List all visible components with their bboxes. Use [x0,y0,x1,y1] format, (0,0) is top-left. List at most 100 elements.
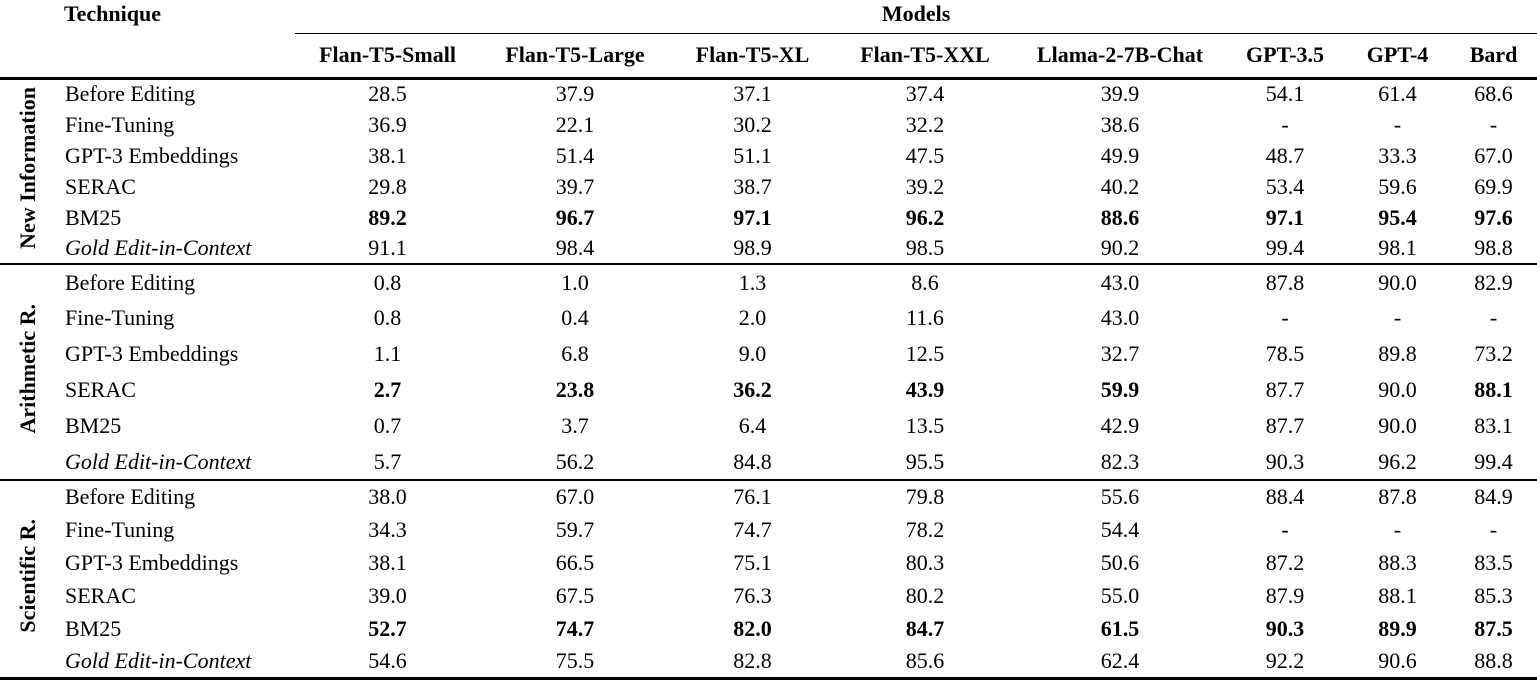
row-group-label: New Information [14,87,40,250]
value-cell: 38.7 [733,173,772,199]
value-cell: 6.4 [738,413,767,438]
table-row: SERAC 39.0 67.5 76.3 80.2 55.0 87.9 88.1 85.3 [0,579,1537,612]
value-cell: 36.2 [733,377,772,402]
value-cell: 12.5 [905,341,945,366]
table-row: Gold Edit-in-Context 54.6 75.5 82.8 85.6 62.4… [0,645,1537,678]
value-cell: 2.7 [373,377,402,402]
value-cell: 90.6 [1378,647,1417,673]
technique-cell: BM25 [65,615,122,641]
row-group: New Information Before Editing 28.5 37.9 37.… [0,78,1537,264]
value-cell: 90.0 [1378,413,1417,438]
header-row-models: Flan-T5-Small Flan-T5-Large Flan-T5-XL Flan… [0,33,1537,78]
value-cell: 80.3 [905,549,945,575]
value-cell: 29.8 [368,173,407,199]
value-cell: 1.0 [561,269,589,295]
value-cell: 8.6 [911,269,939,295]
value-cell: 11.6 [906,305,944,330]
value-cell: 98.8 [1474,235,1513,260]
value-cell: 42.9 [1100,413,1140,438]
technique-cell: Gold Edit-in-Context [65,647,252,673]
value-cell: 79.8 [905,484,945,509]
value-cell: 95.5 [905,448,945,474]
value-cell: 89.9 [1378,615,1417,641]
technique-cell: Before Editing [65,81,196,107]
value-cell: 96.7 [555,204,595,230]
value-cell: 97.1 [733,204,772,230]
table-row: New Information Before Editing 28.5 37.9 37.… [0,78,1537,249]
value-cell: 9.0 [738,341,767,366]
value-cell: 82.8 [733,647,772,673]
technique-cell: BM25 [65,204,122,230]
value-cell: 39.2 [905,173,945,199]
model-column-header: GPT-3.5 [1246,42,1325,67]
table-row: Arithmetic R. Before Editing 0.8 1.0 1.3 8.6 4… [0,264,1537,434]
value-cell: - [1489,305,1498,330]
value-cell: 75.1 [733,549,772,575]
value-cell: 5.7 [373,448,402,474]
value-cell: 85.6 [905,647,945,673]
technique-column-header: Technique [64,1,162,26]
value-cell: 38.1 [368,142,407,168]
table-row: GPT-3 Embeddings 38.1 66.5 75.1 80.3 50.6 87.2… [0,546,1537,579]
value-cell: 82.9 [1474,269,1513,295]
value-cell: 90.2 [1100,235,1140,260]
value-cell: 82.3 [1100,448,1140,474]
value-cell: 76.3 [733,582,772,608]
value-cell: - [1393,305,1402,330]
value-cell: 62.4 [1100,647,1140,673]
value-cell: 6.8 [561,341,589,366]
value-cell: 22.1 [555,111,595,137]
value-cell: 67.0 [1474,142,1513,168]
value-cell: 54.6 [368,647,407,673]
value-cell: 82.0 [733,615,772,641]
value-cell: 39.0 [368,582,407,608]
value-cell: 98.9 [733,235,772,260]
value-cell: 91.1 [368,235,407,260]
value-cell: 98.5 [905,235,945,260]
technique-cell: Before Editing [65,269,196,295]
technique-cell: Gold Edit-in-Context [65,448,252,474]
value-cell: 78.5 [1265,341,1305,366]
value-cell: 87.5 [1474,615,1513,641]
value-cell: 43.0 [1100,269,1140,295]
models-span-header: Models [295,0,1537,34]
table-row: SERAC 2.7 23.8 36.2 43.9 59.9 87.7 90.0 88.1 [0,372,1537,408]
value-cell: 54.1 [1265,81,1305,107]
value-cell: 97.6 [1474,204,1513,230]
table-row: Fine-Tuning 36.9 22.1 30.2 32.2 38.6 - - - [0,109,1537,140]
table-row: SERAC 29.8 39.7 38.7 39.2 40.2 53.4 59.6 69.9 [0,171,1537,202]
value-cell: 47.5 [905,142,945,168]
technique-cell: Fine-Tuning [65,111,175,137]
value-cell: 75.5 [555,647,595,673]
row-group-label: Scientific R. [14,518,40,633]
model-column-header: Flan-T5-XXL [860,42,990,67]
value-cell: - [1281,111,1289,137]
technique-cell: SERAC [65,582,136,608]
value-cell: 40.2 [1100,173,1140,199]
value-cell: 0.4 [561,305,589,330]
value-cell: 52.7 [368,615,407,641]
value-cell: 37.4 [905,81,945,107]
value-cell: 61.5 [1100,615,1140,641]
value-cell: 37.9 [555,81,595,107]
value-cell: 88.1 [1378,582,1417,608]
value-cell: 89.8 [1378,341,1417,366]
value-cell: 54.4 [1100,516,1140,542]
value-cell: - [1281,305,1289,330]
value-cell: 95.4 [1378,204,1417,230]
value-cell: 0.8 [373,305,402,330]
value-cell: 87.7 [1265,413,1305,438]
value-cell: 55.0 [1100,582,1140,608]
table-row: BM25 0.7 3.7 6.4 13.5 42.9 87.7 90.0 83.1 [0,408,1537,444]
technique-cell: Gold Edit-in-Context [65,235,252,260]
value-cell: 32.7 [1100,341,1140,366]
value-cell: 66.5 [555,549,595,575]
value-cell: 67.0 [555,484,595,509]
model-column-header: GPT-4 [1366,42,1429,67]
technique-cell: GPT-3 Embeddings [65,549,239,575]
value-cell: 39.9 [1100,81,1140,107]
table-row: GPT-3 Embeddings 38.1 51.4 51.1 47.5 49.9 48.7… [0,140,1537,171]
model-column-header: Flan-T5-Large [505,42,645,67]
technique-cell: GPT-3 Embeddings [65,341,239,366]
